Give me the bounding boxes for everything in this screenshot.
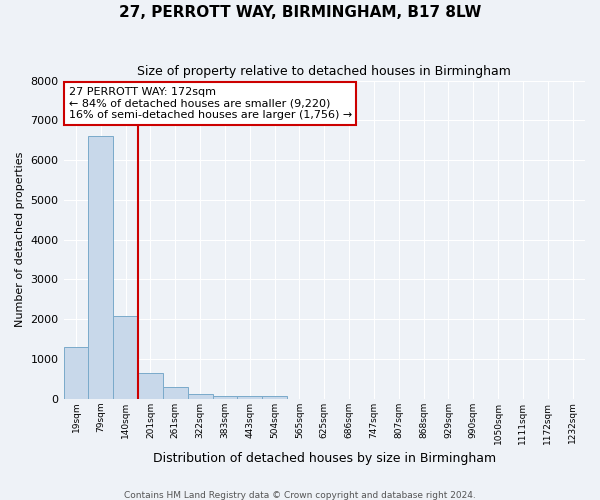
Bar: [64, 347, 88, 399]
Bar: [262, 396, 287, 399]
Bar: [138, 373, 163, 399]
Bar: [113, 316, 138, 399]
Text: Contains HM Land Registry data © Crown copyright and database right 2024.: Contains HM Land Registry data © Crown c…: [124, 490, 476, 500]
X-axis label: Distribution of detached houses by size in Birmingham: Distribution of detached houses by size …: [153, 452, 496, 465]
Bar: [212, 396, 238, 399]
Text: 27, PERROTT WAY, BIRMINGHAM, B17 8LW: 27, PERROTT WAY, BIRMINGHAM, B17 8LW: [119, 5, 481, 20]
Y-axis label: Number of detached properties: Number of detached properties: [15, 152, 25, 328]
Text: 27 PERROTT WAY: 172sqm
← 84% of detached houses are smaller (9,220)
16% of semi-: 27 PERROTT WAY: 172sqm ← 84% of detached…: [69, 87, 352, 120]
Bar: [188, 394, 212, 399]
Bar: [238, 396, 262, 399]
Bar: [88, 136, 113, 399]
Title: Size of property relative to detached houses in Birmingham: Size of property relative to detached ho…: [137, 65, 511, 78]
Bar: [163, 387, 188, 399]
